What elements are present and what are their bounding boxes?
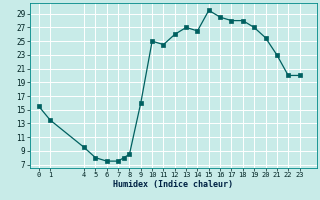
- X-axis label: Humidex (Indice chaleur): Humidex (Indice chaleur): [113, 180, 233, 189]
